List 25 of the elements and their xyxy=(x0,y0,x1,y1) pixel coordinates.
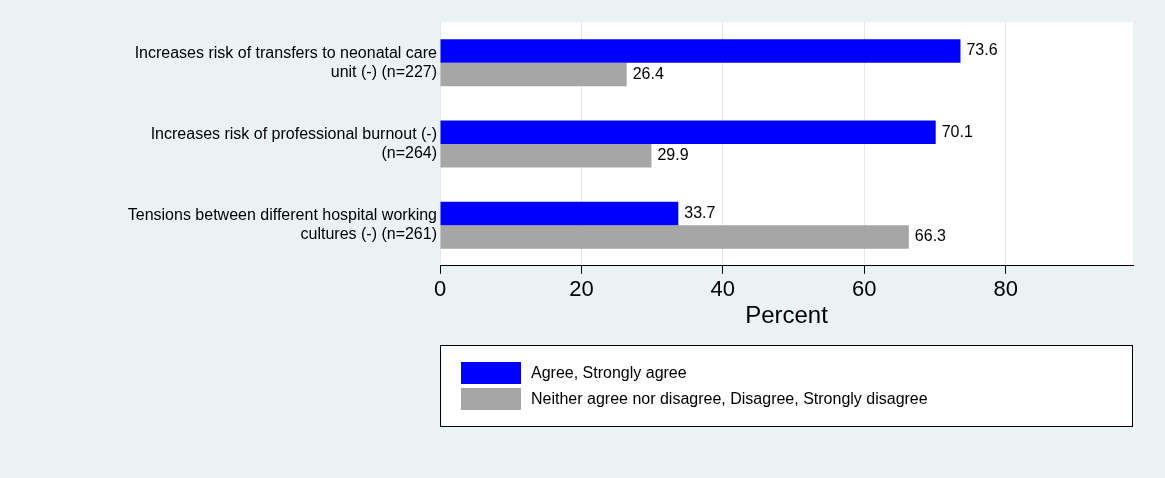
legend-item: Agree, Strongly agree xyxy=(461,362,1112,384)
bar xyxy=(440,201,679,226)
bar xyxy=(440,39,961,63)
legend-label: Neither agree nor disagree, Disagree, Strongly disagree xyxy=(531,390,928,408)
data-label: 26.4 xyxy=(632,64,664,82)
x-tick-label: 60 xyxy=(852,276,877,302)
x-tick-label: 80 xyxy=(993,276,1018,302)
x-tick-label: 20 xyxy=(569,276,594,302)
x-tick-label: 40 xyxy=(710,276,736,302)
bar xyxy=(440,120,936,144)
y-tick-label: Increases risk of professional burnout (-) (n=264) xyxy=(150,124,437,162)
x-axis-title: Percent xyxy=(745,301,829,329)
data-label: 73.6 xyxy=(966,41,998,59)
bar xyxy=(440,225,909,249)
legend-item: Neither agree nor disagree, Disagree, Strongly disagree xyxy=(461,388,1112,410)
y-tick-label: Tensions between different hospital working cultures (-) (n=261) xyxy=(127,206,437,243)
data-label: 66.3 xyxy=(914,227,947,245)
data-label: 33.7 xyxy=(684,203,716,221)
legend-label: Agree, Strongly agree xyxy=(531,364,687,382)
bar xyxy=(440,62,627,87)
data-label: 29.9 xyxy=(657,146,689,164)
data-label: 70.1 xyxy=(941,122,973,140)
x-tick-label: 0 xyxy=(433,276,447,302)
y-tick-label: Increases risk of transfers to neonatal care unit (-) (n=227) xyxy=(134,43,438,80)
bar xyxy=(440,144,652,168)
